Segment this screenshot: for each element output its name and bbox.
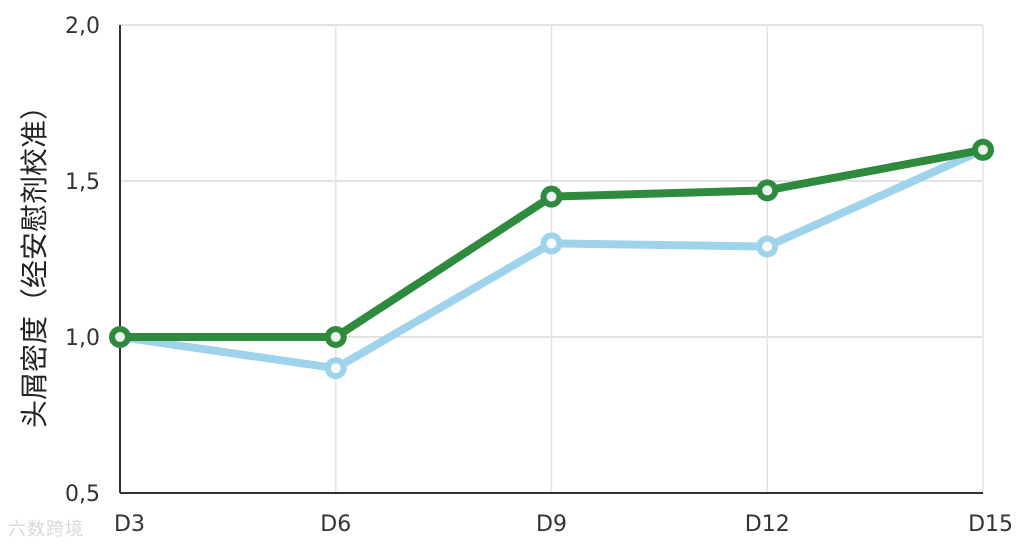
series-1-point-highlight: [762, 185, 773, 196]
axes: [119, 25, 983, 494]
x-tick-labels: D3 D6 D9 D12 D15: [114, 512, 1013, 537]
series-1-point-highlight: [978, 144, 988, 155]
y-tick-labels: 0,5 1,0 1,5 2,0: [65, 14, 100, 507]
x-tick-label: D6: [320, 512, 351, 537]
x-tick-label: D3: [114, 512, 145, 537]
series-group: [109, 138, 994, 380]
y-tick-label: 1,5: [65, 170, 100, 195]
series-1-point-highlight: [115, 332, 125, 342]
y-axis-label: 头屑密度（经安慰剂校准）: [18, 92, 51, 428]
y-tick-label: 0,5: [65, 482, 100, 507]
watermark-text: 六数跨境: [8, 519, 84, 540]
x-tick-label: D12: [745, 512, 790, 537]
series-1-point-highlight: [330, 332, 341, 342]
series-2-point-highlight: [330, 363, 341, 374]
series-2-point-highlight: [762, 241, 773, 252]
x-tick-label: D9: [536, 512, 567, 537]
series-2-point-highlight: [546, 238, 557, 249]
y-tick-label: 2,0: [65, 14, 100, 39]
series-1-point-highlight: [546, 191, 557, 202]
y-tick-label: 1,0: [65, 326, 100, 351]
x-tick-label: D15: [968, 512, 1013, 537]
grid-lines: [120, 24, 984, 493]
